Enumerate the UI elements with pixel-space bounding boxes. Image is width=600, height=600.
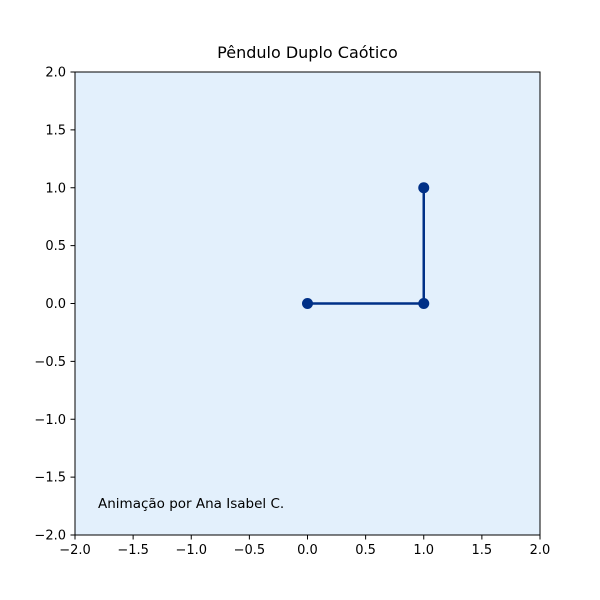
y-tick-label: −1.0	[34, 413, 66, 428]
x-tick-label: 1.0	[413, 543, 434, 558]
y-tick-label: −0.5	[34, 355, 66, 370]
x-tick-label: −1.5	[117, 543, 149, 558]
pendulum-bob-point	[418, 182, 430, 194]
x-tick-label: −1.0	[175, 543, 207, 558]
y-tick-label: 1.0	[45, 181, 66, 196]
x-tick-label: −2.0	[59, 543, 91, 558]
x-tick-label: 2.0	[530, 543, 551, 558]
x-axis-ticks: −2.0 −1.5 −1.0 −0.5 0.0 0.5 1.0 1.5 2.0	[59, 535, 550, 558]
series-layer	[302, 182, 430, 309]
y-tick-label: 0.5	[45, 239, 66, 254]
pendulum-bob-point	[418, 298, 430, 309]
annotation-text: Animação por Ana Isabel C.	[98, 496, 284, 512]
pendulum-bob-point	[302, 298, 313, 309]
chart-title: Pêndulo Duplo Caótico	[217, 43, 398, 62]
plot-frame	[74, 71, 541, 536]
x-tick-label: 0.5	[355, 543, 376, 558]
x-tick-label: 1.5	[472, 543, 493, 558]
y-tick-label: 1.5	[45, 123, 66, 138]
x-tick-label: 0.0	[297, 543, 318, 558]
x-tick-label: −0.5	[234, 543, 266, 558]
y-axis-ticks: −2.0 −1.5 −1.0 −0.5 0.0 0.5 1.0 1.5 2.0	[34, 66, 75, 544]
y-tick-label: −2.0	[34, 529, 66, 544]
y-tick-label: 0.0	[45, 297, 66, 312]
y-tick-label: 2.0	[45, 66, 66, 81]
y-tick-label: −1.5	[34, 471, 66, 486]
